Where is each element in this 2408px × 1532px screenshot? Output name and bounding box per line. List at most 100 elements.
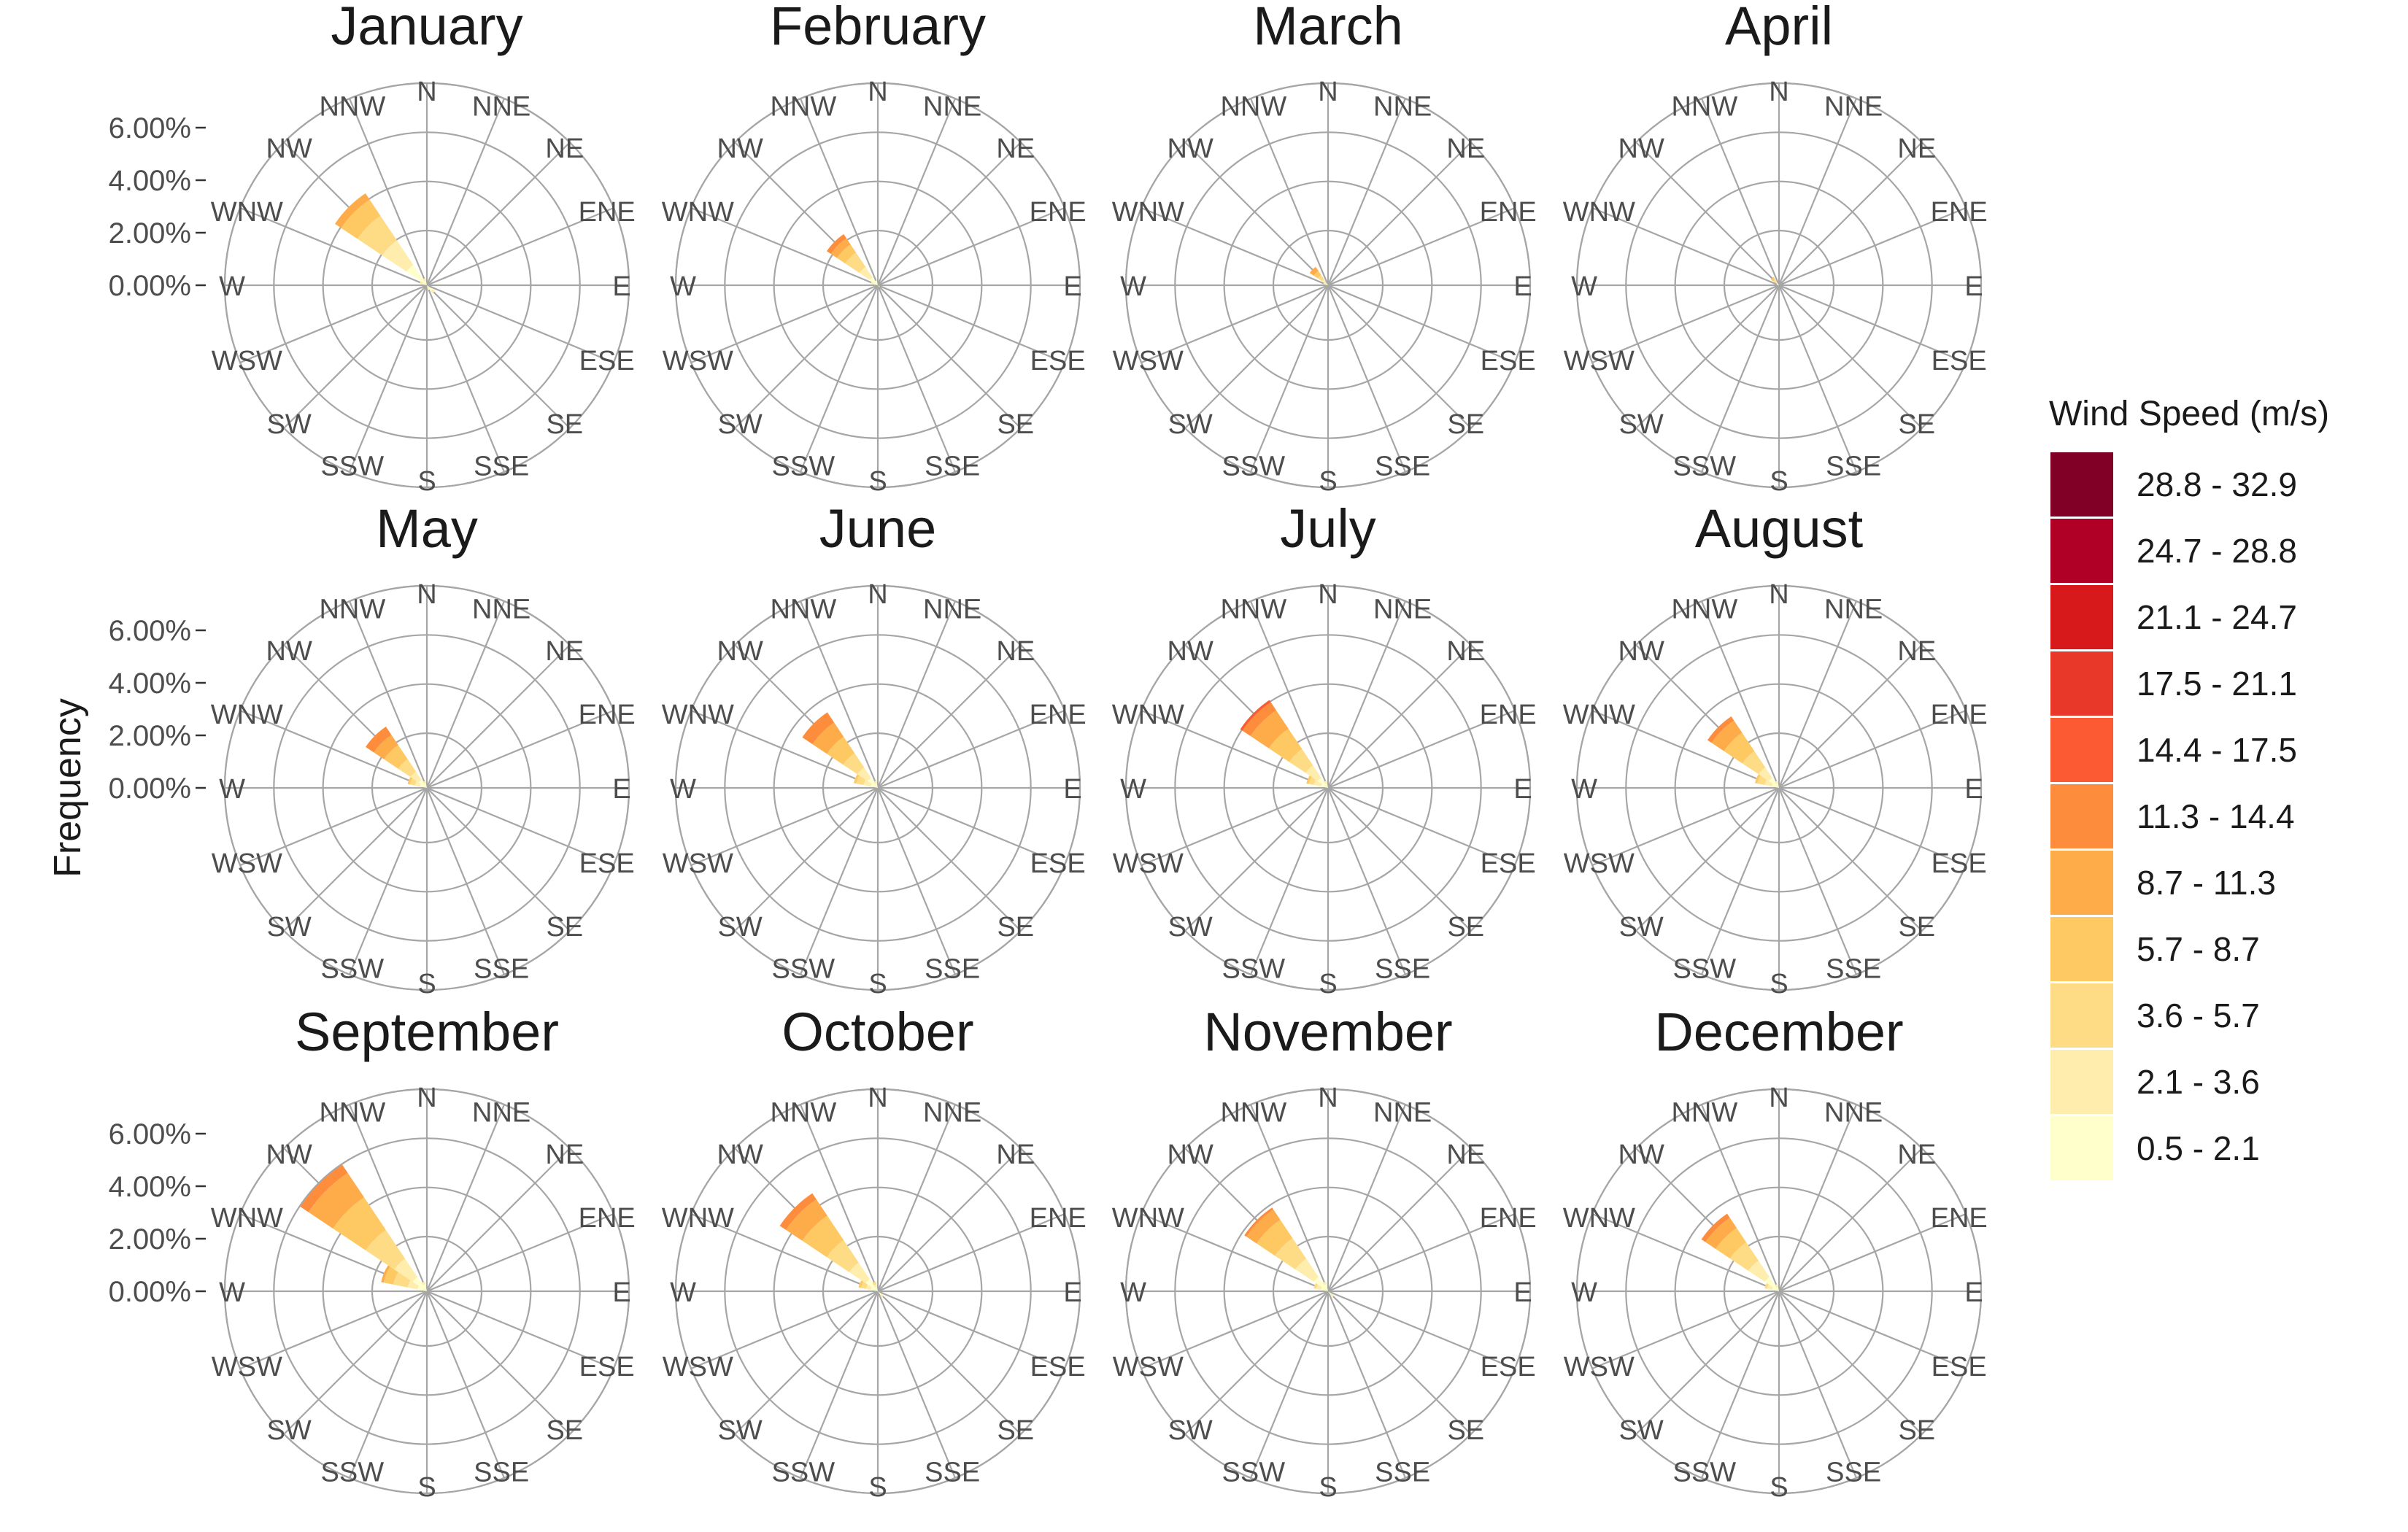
direction-label: ENE (579, 197, 636, 228)
direction-label: ESE (1030, 346, 1086, 376)
direction-label: NE (1446, 134, 1485, 164)
direction-label: SW (1168, 409, 1213, 440)
direction-label: NE (545, 1140, 584, 1170)
grid-spoke (1635, 787, 1780, 932)
wedge-wnw-1 (1767, 1284, 1773, 1291)
direction-label: NE (545, 636, 584, 667)
wedge-nw-4 (1250, 710, 1289, 748)
direction-label: NW (717, 134, 763, 164)
grid-spoke (1700, 98, 1780, 286)
direction-label: SSW (321, 1458, 385, 1488)
y-tick-label: 2.00% (109, 720, 191, 752)
grid-spoke (348, 285, 428, 473)
direction-label: SE (1898, 912, 1935, 943)
wedge-nnw-0 (422, 1284, 427, 1291)
panel-title: June (819, 498, 936, 559)
wedge-nw-4 (1705, 1218, 1737, 1250)
direction-label: ESE (1932, 346, 1987, 376)
grid-spoke (1591, 786, 1780, 867)
grid-spoke (425, 600, 506, 789)
wedge-nw-5 (1244, 1207, 1274, 1237)
direction-label: N (1318, 579, 1338, 610)
wedge-wnw-2 (860, 1281, 868, 1289)
direction-label: E (612, 271, 630, 302)
direction-label: ESE (1030, 848, 1086, 879)
wedge-nnw-2 (872, 1281, 877, 1285)
direction-label: N (868, 579, 887, 610)
grid-spoke (876, 285, 957, 473)
grid-spoke (1184, 285, 1329, 429)
wedge-nw-1 (1295, 1258, 1319, 1282)
wedge-wnw-3 (853, 774, 860, 784)
wedge-nw-1 (1321, 279, 1327, 285)
wedge-nw-2 (843, 753, 865, 775)
grid-spoke (1249, 600, 1330, 789)
wedge-nw-2 (1318, 275, 1324, 282)
panel-title: April (1725, 0, 1833, 56)
direction-label: N (868, 1083, 887, 1113)
direction-label: ENE (1480, 700, 1537, 730)
direction-label: N (1769, 579, 1788, 610)
direction-label: W (1120, 774, 1146, 805)
grid-spoke (1327, 285, 1472, 429)
legend-label: 24.7 - 28.8 (2137, 532, 2297, 570)
direction-label: NE (1446, 1140, 1485, 1170)
direction-label: SSE (1826, 1458, 1881, 1488)
wedge-nw-4 (1711, 720, 1743, 751)
grid-spoke (690, 206, 879, 287)
wedge-nw-5 (827, 234, 846, 254)
wedge-nw-1 (1305, 765, 1321, 781)
direction-label: NNE (923, 91, 981, 122)
wedge-wnw-0 (871, 1287, 878, 1291)
wedge-nw-2 (1289, 748, 1313, 773)
legend-label: 5.7 - 8.7 (2137, 930, 2260, 968)
direction-label: ESE (579, 1352, 635, 1382)
grid-spoke (690, 1290, 879, 1370)
grid-spoke (1141, 709, 1329, 789)
direction-label: NW (1168, 134, 1213, 164)
direction-label: ENE (1931, 700, 1988, 730)
grid-spoke (426, 284, 614, 364)
direction-label: W (1120, 1277, 1146, 1308)
grid-spoke (1778, 1291, 1858, 1479)
direction-label: WNW (1112, 1203, 1184, 1234)
grid-spoke (799, 285, 879, 473)
direction-label: NW (1618, 1140, 1664, 1170)
direction-label: WSW (663, 346, 733, 376)
grid-spoke (425, 1104, 506, 1292)
wedge-nw-0 (868, 778, 878, 788)
direction-label: ENE (1030, 700, 1087, 730)
direction-label: SSE (1375, 452, 1430, 482)
wedge-nw-5 (779, 1193, 817, 1230)
wedge-nw-5 (802, 712, 835, 745)
wedge-nw-3 (1313, 271, 1321, 279)
legend-label: 8.7 - 11.3 (2137, 864, 2276, 902)
grid-spoke (690, 1212, 879, 1293)
wedge-nw-2 (1772, 279, 1777, 283)
grid-spoke (1249, 1104, 1330, 1292)
direction-label: S (868, 969, 887, 999)
grid-spoke (426, 709, 614, 789)
legend-label: 11.3 - 14.4 (2137, 797, 2295, 835)
grid-spoke (283, 787, 428, 932)
wedge-nnw-0 (875, 280, 878, 285)
grid-spoke (1249, 98, 1330, 286)
grid-spoke (1327, 1291, 1407, 1479)
panel-september: September N NNE NE ENE E ESE SE SSE S SSW SW WSW W WNW… (109, 1002, 636, 1503)
wedge-nw-0 (1318, 778, 1328, 788)
direction-label: SW (1168, 1415, 1213, 1446)
wedge-nw-0 (1769, 778, 1779, 788)
direction-label: NNE (923, 1097, 981, 1128)
wedge-nnw-1 (873, 1284, 877, 1288)
grid-spoke (283, 1291, 428, 1435)
grid-spoke (1700, 600, 1780, 789)
grid-spoke (1327, 285, 1407, 473)
wedge-se-0 (427, 285, 433, 292)
wedge-nw-4 (786, 1199, 827, 1241)
grid-spoke (876, 787, 957, 975)
legend-swatch (2050, 917, 2113, 981)
direction-label: NE (1897, 134, 1936, 164)
grid-spoke (877, 142, 1022, 286)
wedge-se-1 (880, 1293, 884, 1298)
